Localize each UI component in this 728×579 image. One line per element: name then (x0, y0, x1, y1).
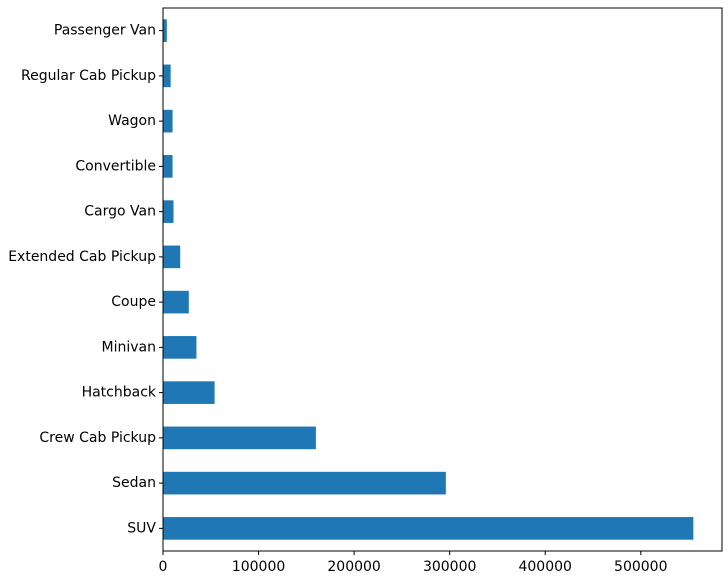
bars-group (163, 19, 694, 540)
bar-cargo-van (163, 200, 174, 223)
bar-wagon (163, 109, 173, 133)
bar-suv (163, 517, 694, 540)
category-label-hatchback: Hatchback (82, 385, 157, 401)
bar-passenger-van (163, 19, 167, 42)
plot-frame (162, 7, 723, 552)
x-tick-label: 200000 (327, 559, 380, 575)
bar-extended-cab-pickup (163, 245, 181, 269)
category-label-sedan: Sedan (112, 475, 156, 491)
category-labels: SUV Sedan Crew Cab Pickup Hatchback Minivan C… (8, 23, 163, 536)
bar-convertible (163, 155, 173, 178)
category-label-minivan: Minivan (102, 339, 156, 355)
category-label-crew-cab-pickup: Crew Cab Pickup (39, 430, 156, 446)
x-tick-label: 400000 (518, 559, 571, 575)
category-label-wagon: Wagon (108, 113, 156, 129)
category-label-extended-cab-pickup: Extended Cab Pickup (8, 249, 156, 265)
bar-minivan (163, 336, 197, 359)
bar-hatchback (163, 381, 215, 404)
category-label-convertible: Convertible (75, 158, 156, 174)
x-tick-label: 0 (159, 559, 168, 575)
bar-coupe (163, 290, 189, 314)
x-tick-label: 300000 (423, 559, 476, 575)
bar-regular-cab-pickup (163, 64, 171, 88)
bar-crew-cab-pickup (163, 426, 316, 450)
category-label-cargo-van: Cargo Van (84, 204, 156, 220)
category-label-passenger-van: Passenger Van (54, 23, 156, 39)
x-axis-ticks: 0 100000 200000 300000 400000 500000 (159, 551, 668, 575)
category-label-coupe: Coupe (111, 294, 156, 310)
x-tick-label: 100000 (232, 559, 285, 575)
x-tick-label: 500000 (614, 559, 667, 575)
category-label-regular-cab-pickup: Regular Cab Pickup (21, 68, 156, 84)
bar-sedan (163, 471, 446, 495)
category-label-suv: SUV (127, 520, 156, 536)
